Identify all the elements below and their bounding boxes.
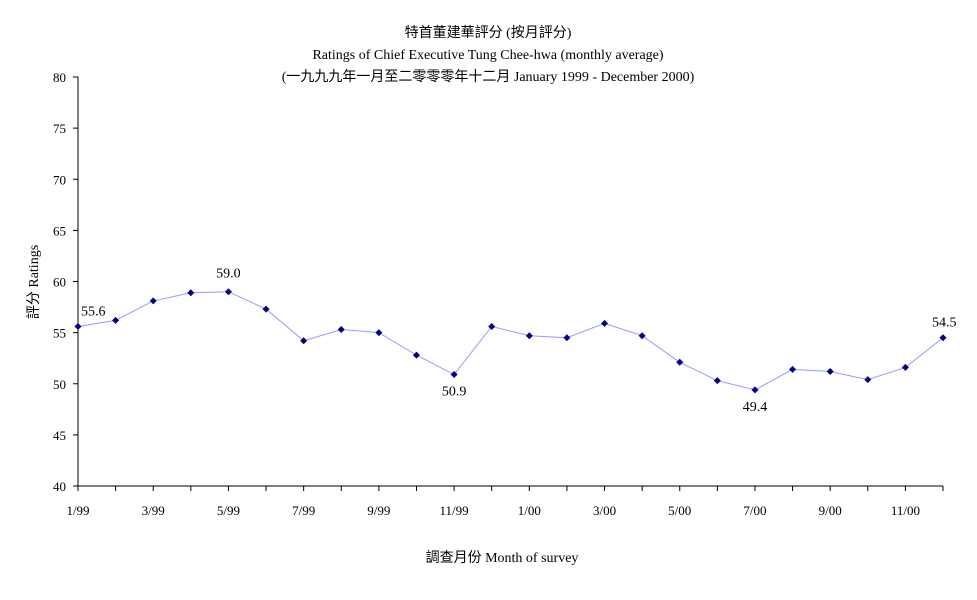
- data-point: [262, 305, 270, 313]
- data-point: [488, 322, 496, 330]
- x-tick-label: 7/00: [743, 503, 766, 518]
- data-label: 50.9: [442, 385, 467, 400]
- data-point: [337, 326, 345, 334]
- data-label: 49.4: [743, 400, 768, 415]
- data-point: [939, 334, 947, 342]
- data-point: [751, 386, 759, 394]
- data-point: [638, 332, 646, 340]
- x-tick-label: 3/00: [593, 503, 616, 518]
- x-tick-label: 7/99: [292, 503, 315, 518]
- y-tick-label: 60: [53, 275, 66, 290]
- data-point: [450, 371, 458, 379]
- y-tick-label: 75: [53, 121, 66, 136]
- data-point: [901, 363, 909, 371]
- plot-area: 40 45 50 55 60 65 70 75 80 1/99 3/99 5/99 7/99 9/99 11…: [53, 70, 957, 518]
- series-line: [77, 291, 944, 391]
- chart-date-range: (一九九九年一月至二零零零年十二月 January 1999 - Decembe…: [282, 69, 695, 85]
- chart-subtitle: Ratings of Chief Executive Tung Chee-hwa…: [312, 48, 663, 63]
- y-tick-label: 50: [53, 377, 66, 392]
- data-point: [412, 351, 420, 359]
- y-tick-label: 65: [53, 223, 66, 238]
- y-axis-label: 評分 Ratings: [26, 245, 42, 319]
- y-tick-label: 70: [53, 172, 66, 187]
- y-tick-label: 45: [53, 428, 66, 443]
- data-label: 54.5: [932, 316, 957, 331]
- y-tick-label: 55: [53, 326, 66, 341]
- data-point: [601, 319, 609, 327]
- y-tick-label: 40: [53, 479, 66, 494]
- data-point: [112, 316, 120, 324]
- data-point: [224, 288, 232, 296]
- data-point: [375, 329, 383, 337]
- chart-title: 特首董建華評分 (按月評分): [405, 25, 572, 41]
- y-tick-label: 80: [53, 70, 66, 85]
- data-point: [300, 337, 308, 345]
- x-tick-label: 5/99: [217, 503, 240, 518]
- data-point: [713, 377, 721, 385]
- data-point: [74, 322, 82, 330]
- data-point: [525, 332, 533, 340]
- x-tick-label: 11/99: [440, 503, 469, 518]
- x-tick-label: 3/99: [142, 503, 165, 518]
- x-tick-label: 1/00: [518, 503, 541, 518]
- x-tick-label: 9/99: [367, 503, 390, 518]
- x-tick-label: 11/00: [891, 503, 920, 518]
- data-point: [789, 365, 797, 373]
- x-axis-label: 調查月份 Month of survey: [426, 550, 579, 566]
- x-tick-label: 1/99: [66, 503, 89, 518]
- data-point: [563, 334, 571, 342]
- data-label: 55.6: [81, 304, 106, 319]
- data-point: [149, 297, 157, 305]
- data-point: [676, 358, 684, 366]
- data-label: 59.0: [216, 267, 241, 282]
- x-tick-label: 5/00: [668, 503, 691, 518]
- data-point: [864, 376, 872, 384]
- data-point: [826, 367, 834, 375]
- x-tick-label: 9/00: [819, 503, 842, 518]
- data-point: [187, 289, 195, 297]
